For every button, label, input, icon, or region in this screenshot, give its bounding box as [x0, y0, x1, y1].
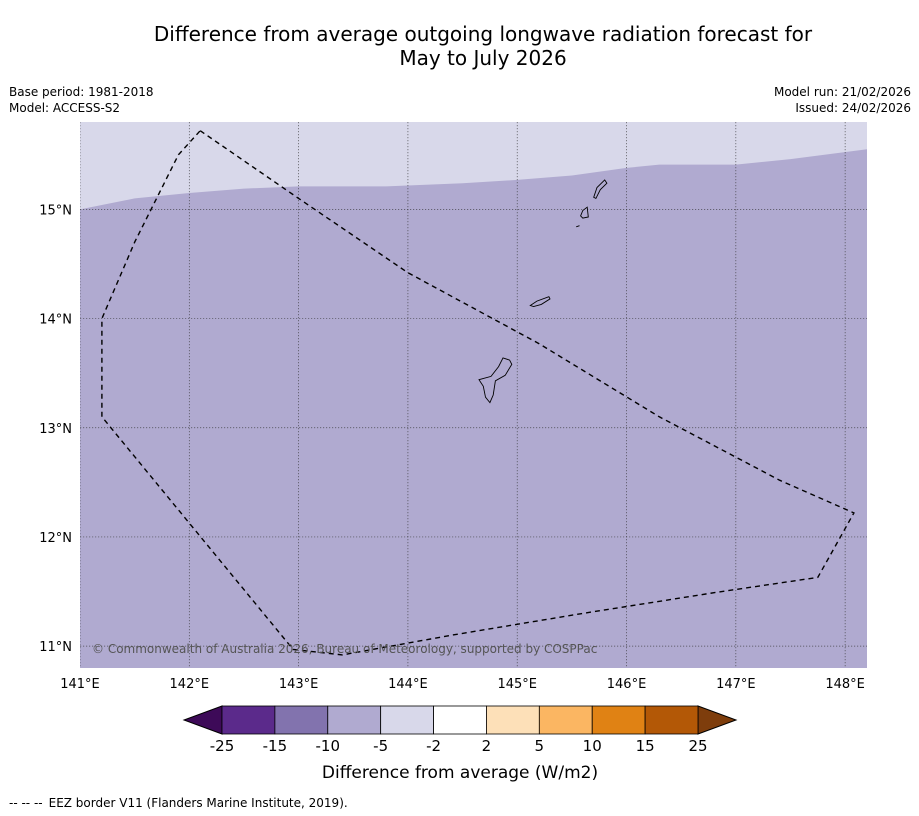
eez-boundary [101, 130, 855, 656]
lat-tick-label: 12°N [39, 531, 72, 546]
issued-text: Issued: 24/02/2026 [795, 101, 911, 115]
model-run-text: Model run: 21/02/2026 [773, 85, 911, 99]
lon-tick-label: 141°E [60, 677, 100, 692]
colorbar-tick-label: 10 [583, 737, 602, 755]
plot-area [80, 122, 867, 668]
colorbar-segment [644, 705, 699, 735]
colorbar-tick-label: 25 [688, 737, 707, 755]
colorbar-segment [538, 705, 593, 735]
colorbar-tick-label: -5 [373, 737, 388, 755]
island-aguijan [576, 225, 580, 228]
lon-tick-label: 144°E [388, 677, 428, 692]
island-guam [478, 357, 513, 404]
chart-title-line-1: Difference from average outgoing longwav… [153, 22, 813, 46]
lon-tick-label: 143°E [279, 677, 319, 692]
lat-tick-label: 15°N [39, 203, 72, 218]
colorbar-segment [221, 705, 276, 735]
colorbar-tick-label: -15 [263, 737, 288, 755]
colorbar-segment [486, 705, 540, 735]
colorbar-segment [380, 705, 434, 735]
olr-anomaly-upper-region [80, 122, 867, 210]
lat-tick-label: 13°N [39, 422, 72, 437]
lon-tick-label: 145°E [497, 677, 537, 692]
meta-left: Base period: 1981-2018 Model: ACCESS-S2 [9, 84, 154, 116]
eez-legend-symbol: -- -- -- [9, 796, 43, 810]
colorbar-segment [327, 705, 382, 735]
colorbar-tick-label: 2 [482, 737, 492, 755]
colorbar-tick-label: -2 [426, 737, 441, 755]
island-rota [529, 296, 551, 307]
lon-tick-label: 148°E [825, 677, 865, 692]
colorbar-label: Difference from average (W/m2) [322, 763, 598, 783]
meta-right: Model run: 21/02/2026 Issued: 24/02/2026 [774, 84, 911, 116]
lon-tick-label: 142°E [170, 677, 210, 692]
colorbar-tick-label: -10 [316, 737, 341, 755]
copyright-text: © Commonwealth of Australia 2026, Bureau… [92, 642, 597, 656]
lat-tick-label: 11°N [39, 640, 72, 655]
island-saipan [593, 179, 608, 200]
lon-tick-label: 147°E [716, 677, 756, 692]
colorbar-tick-label: 5 [535, 737, 545, 755]
chart-title: Difference from average outgoing longwav… [100, 22, 866, 70]
colorbar-under-arrow [182, 705, 223, 735]
island-tinian [580, 206, 589, 219]
colorbar-tick-label: 15 [636, 737, 655, 755]
colorbar-segment [274, 705, 329, 735]
colorbar-over-arrow [697, 705, 738, 735]
colorbar-segment [591, 705, 646, 735]
colorbar-segment [433, 705, 487, 735]
colorbar-tick-label: -25 [210, 737, 235, 755]
olr-anomaly-field [80, 122, 867, 668]
chart-title-line-2: May to July 2026 [399, 46, 567, 70]
base-period-text: Base period: 1981-2018 [9, 85, 154, 99]
eez-legend-text: EEZ border V11 (Flanders Marine Institut… [48, 796, 348, 810]
lon-tick-label: 146°E [607, 677, 647, 692]
footnote: -- -- -- EEZ border V11 (Flanders Marine … [9, 796, 354, 810]
model-text: Model: ACCESS-S2 [9, 101, 121, 115]
lat-tick-label: 14°N [39, 313, 72, 328]
